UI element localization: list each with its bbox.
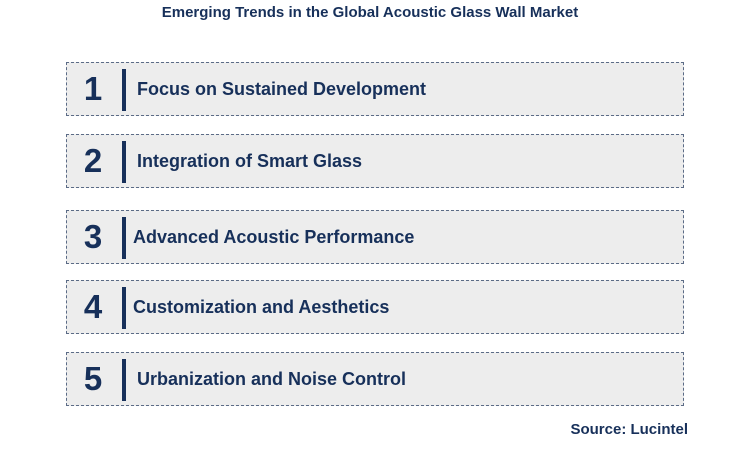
trend-divider — [122, 141, 126, 183]
trend-label: Advanced Acoustic Performance — [133, 226, 415, 247]
trend-number: 2 — [83, 142, 103, 179]
diagram-title: Emerging Trends in the Global Acoustic G… — [161, 4, 579, 21]
trend-label: Integration of Smart Glass — [137, 150, 363, 171]
trend-number: 3 — [83, 218, 103, 255]
trend-item-4: 4 Customization and Aesthetics — [66, 280, 684, 334]
trend-number: 1 — [83, 70, 103, 107]
trend-number: 5 — [83, 360, 103, 397]
trend-label: Customization and Aesthetics — [133, 296, 390, 317]
source-note: Source: Lucintel — [570, 421, 688, 438]
trend-item-2: 2 Integration of Smart Glass — [66, 134, 684, 188]
trend-number: 4 — [83, 288, 103, 325]
trend-divider — [122, 217, 126, 259]
trend-label: Urbanization and Noise Control — [137, 368, 407, 389]
trend-divider — [122, 359, 126, 401]
trend-item-5: 5 Urbanization and Noise Control — [66, 352, 684, 406]
trend-label: Focus on Sustained Development — [137, 78, 427, 99]
trend-item-1: 1 Focus on Sustained Development — [66, 62, 684, 116]
trend-divider — [122, 69, 126, 111]
trend-item-3: 3 Advanced Acoustic Performance — [66, 210, 684, 264]
trend-divider — [122, 287, 126, 329]
